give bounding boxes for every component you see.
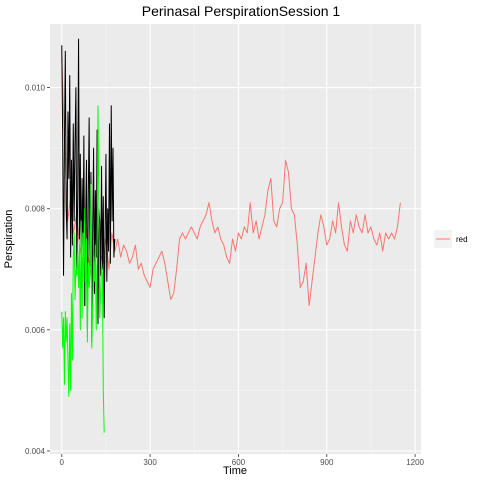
chart-title: Perinasal PerspirationSession 1 bbox=[142, 3, 341, 19]
y-axis-title: Perspiration bbox=[3, 210, 15, 269]
x-tick-label: 300 bbox=[143, 458, 157, 467]
x-tick-label: 1200 bbox=[406, 458, 424, 467]
y-tick-label: 0.008 bbox=[25, 205, 46, 214]
y-axis: 0.004 0.006 0.008 0.010 bbox=[25, 84, 50, 456]
series-line-0 bbox=[61, 57, 401, 307]
legend: red bbox=[434, 230, 468, 248]
legend-label-red: red bbox=[456, 235, 468, 244]
x-axis: 0 300 600 900 1200 bbox=[60, 454, 425, 467]
y-tick-label: 0.004 bbox=[25, 447, 46, 456]
x-tick-label: 0 bbox=[60, 458, 65, 467]
x-tick-label: 600 bbox=[232, 458, 246, 467]
y-tick-label: 0.006 bbox=[25, 326, 46, 335]
y-tick-label: 0.010 bbox=[25, 84, 46, 93]
series-line-1 bbox=[61, 38, 116, 343]
x-tick-label: 900 bbox=[320, 458, 334, 467]
series-line-2 bbox=[61, 105, 105, 433]
x-axis-title: Time bbox=[223, 465, 247, 477]
series-lines bbox=[61, 38, 401, 433]
